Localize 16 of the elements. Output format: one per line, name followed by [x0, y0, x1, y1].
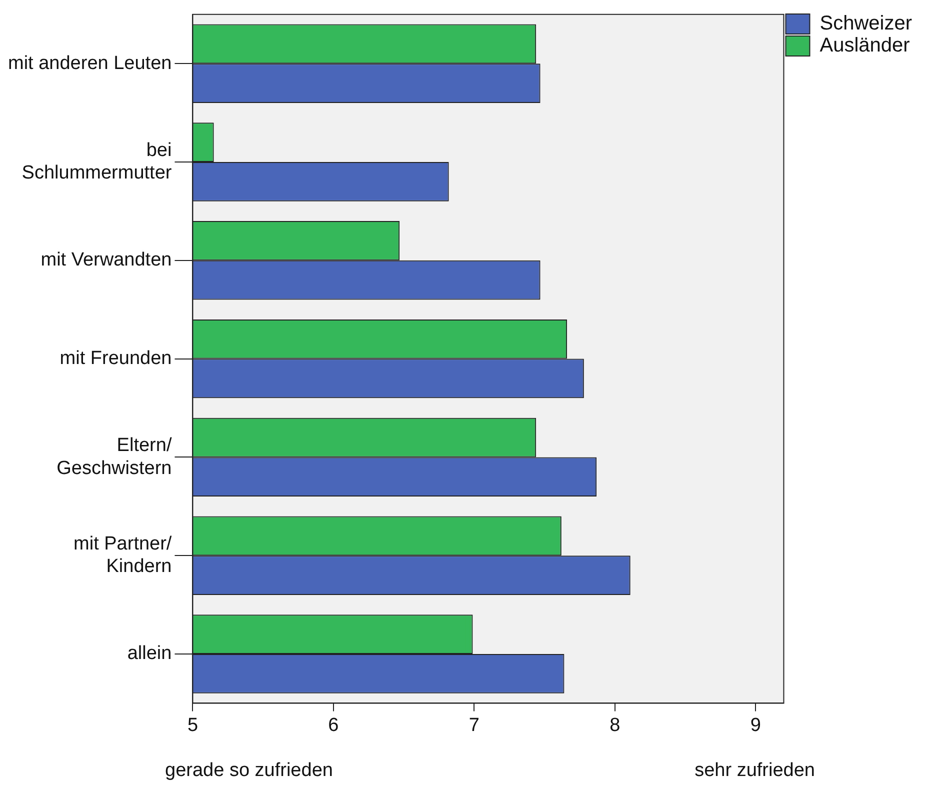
- x-tick-label: 5: [187, 714, 198, 736]
- y-tick-label: allein: [127, 643, 172, 664]
- x-tick-label: 8: [610, 714, 620, 736]
- y-tick-label: mit anderen Leuten: [8, 52, 172, 74]
- text: sehr zufrieden: [694, 760, 815, 782]
- y-tick-label: mit Verwandten: [40, 250, 172, 271]
- legend-label: Ausländer: [820, 34, 910, 57]
- text: gerade so zufrieden: [165, 760, 333, 782]
- x-tick-label: 6: [328, 714, 339, 736]
- y-tick-label: bei Schlummermutter: [22, 140, 172, 184]
- y-tick-label: Eltern/ Geschwistern: [56, 435, 172, 479]
- x-tick-label: 9: [750, 714, 761, 736]
- y-tick-label: mit Partner/ Kindern: [74, 533, 172, 578]
- y-tick-label: mit Freunden: [60, 348, 172, 370]
- x-tick-label: 7: [468, 714, 480, 736]
- legend-label: Schweizer: [820, 12, 912, 35]
